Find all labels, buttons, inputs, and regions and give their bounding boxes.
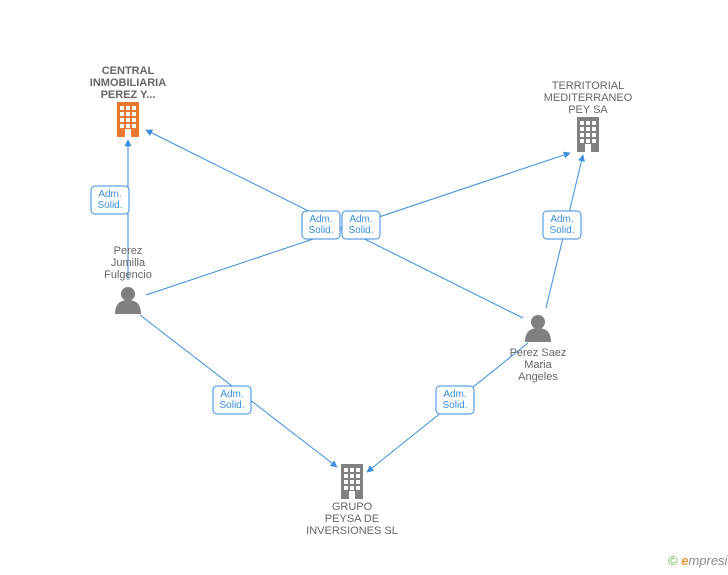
company-icon bbox=[577, 117, 599, 151]
company-icon bbox=[341, 464, 363, 498]
node-label: TERRITORIALMEDITERRANEOPEY SA bbox=[544, 80, 633, 116]
edge-labels-layer: Adm.Solid. Adm.Solid. Adm.Solid. Adm.Solid.… bbox=[91, 186, 581, 414]
edge-label: Adm.Solid. bbox=[442, 389, 467, 411]
person-icon bbox=[115, 287, 141, 314]
node-label: Perez SaezMariaAngeles bbox=[510, 347, 567, 383]
node-perez_saez: Perez SaezMariaAngeles bbox=[510, 315, 567, 383]
edge-label: Adm.Solid. bbox=[219, 389, 244, 411]
network-diagram: Adm.Solid. Adm.Solid. Adm.Solid. Adm.Solid.… bbox=[0, 0, 728, 575]
node-label: PerezJumillaFulgencio bbox=[104, 245, 152, 281]
edge-label: Adm.Solid. bbox=[348, 214, 373, 236]
node-label: CENTRALINMOBILIARIAPEREZ Y... bbox=[90, 65, 166, 101]
node-label: GRUPOPEYSA DEINVERSIONES SL bbox=[306, 501, 398, 537]
company-icon bbox=[117, 102, 139, 136]
edge-label: Adm.Solid. bbox=[549, 214, 574, 236]
edge-label: Adm.Solid. bbox=[97, 189, 122, 211]
edges-layer bbox=[128, 130, 583, 472]
edge-label: Adm.Solid. bbox=[308, 214, 333, 236]
person-icon bbox=[525, 315, 551, 342]
svg-text:© empresia: © empresia bbox=[668, 553, 728, 568]
credit: © empresia bbox=[668, 553, 728, 568]
node-perez_jumilla: PerezJumillaFulgencio bbox=[104, 245, 152, 314]
